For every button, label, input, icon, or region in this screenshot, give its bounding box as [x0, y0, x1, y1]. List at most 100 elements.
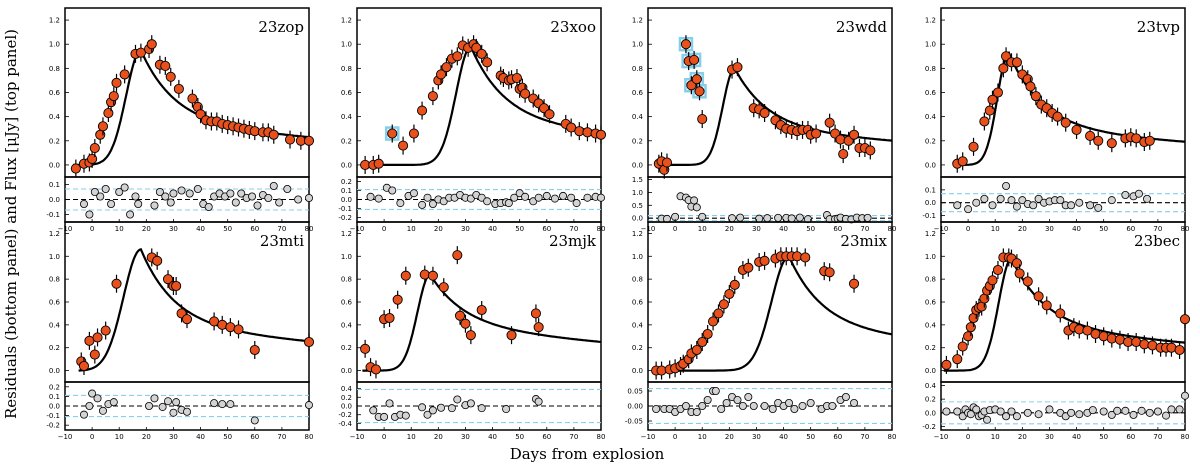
- resid-ytick-label: 0.0: [341, 196, 352, 204]
- resid-ytick-label: 0.00: [627, 403, 643, 411]
- flux-point: [992, 264, 1003, 276]
- resid-point: [972, 198, 981, 207]
- flux-point: [520, 88, 531, 99]
- resid-point: [515, 189, 524, 198]
- resid-point: [120, 183, 129, 192]
- flux-point: [249, 126, 260, 137]
- flux-ytick-label: 0.0: [632, 161, 643, 169]
- flux-point: [97, 121, 109, 132]
- resid-point: [218, 400, 227, 409]
- resid-point: [226, 400, 235, 409]
- xtick-label: 60: [833, 433, 842, 441]
- xtick-label: 70: [277, 225, 286, 233]
- resid-point: [774, 213, 783, 222]
- flux-point: [661, 157, 673, 168]
- xtick-label: −10: [934, 433, 949, 441]
- flux-point: [233, 324, 244, 335]
- resid-point: [447, 404, 456, 413]
- flux-point: [152, 255, 163, 266]
- resid-ytick-label: 0.2: [341, 178, 352, 186]
- flux-point: [697, 336, 708, 348]
- xtick-label: 30: [752, 225, 761, 233]
- panel-23mix: 0.0 0.2 0.4 0.6 0.8 1.0 1.2 23mix -0.05 0.00 0.05 −…: [625, 221, 896, 441]
- resid-ytick-label: 1.5: [632, 176, 643, 184]
- flux-point: [1025, 81, 1036, 92]
- resid-ytick-label: 0.1: [925, 186, 936, 194]
- flux-point: [743, 262, 754, 273]
- flux-point: [697, 114, 708, 125]
- resid-ytick-label: -0.2: [338, 214, 352, 222]
- resid-ytick-label: 0.0: [632, 215, 643, 223]
- flux-point: [162, 274, 174, 285]
- resid-point: [283, 184, 292, 193]
- flux-ytick-label: 0.8: [925, 276, 936, 284]
- flux-ytick-label: 1.0: [49, 41, 60, 49]
- resid-point: [583, 193, 592, 202]
- xtick-label: 10: [115, 225, 124, 233]
- flux-point: [800, 252, 811, 263]
- resid-point: [597, 193, 606, 202]
- resid-point: [768, 404, 777, 413]
- xtick-label: 20: [142, 225, 151, 233]
- resid-point: [542, 191, 551, 200]
- flux-point: [732, 62, 743, 73]
- figure-xlabel: Days from explosion: [510, 445, 665, 463]
- flux-point: [838, 149, 849, 160]
- xtick-label: 0: [382, 433, 386, 441]
- resid-point: [550, 194, 559, 203]
- resid-point: [1002, 181, 1011, 190]
- flux-ytick-label: 1.2: [925, 17, 936, 25]
- resid-point: [1012, 202, 1021, 211]
- resid-ytick-label: -0.2: [922, 423, 936, 431]
- flux-point: [438, 282, 449, 293]
- xtick-label: 60: [542, 225, 551, 233]
- flux-point: [968, 141, 979, 152]
- flux-point: [1041, 300, 1052, 311]
- resid-point: [1143, 194, 1152, 203]
- xtick-label: 0: [90, 225, 94, 233]
- flux-point: [718, 299, 729, 310]
- resid-point: [79, 410, 88, 419]
- flux-ytick-label: 0.0: [632, 367, 643, 375]
- resid-point: [85, 401, 94, 410]
- resid-point: [182, 407, 191, 416]
- xtick-label: −10: [58, 433, 73, 441]
- resid-point: [1162, 411, 1171, 420]
- flux-ytick-label: 0.4: [49, 321, 61, 329]
- resid-point: [722, 398, 731, 407]
- flux-ytick-label: 0.2: [632, 137, 643, 145]
- flux-ytick-label: 0.2: [925, 137, 936, 145]
- flux-point: [476, 48, 487, 59]
- sn-name-label: 23mjk: [549, 232, 597, 250]
- sn-name-label: 23xoo: [550, 18, 596, 36]
- xtick-label: 30: [461, 225, 470, 233]
- flux-ytick-label: 0.0: [341, 161, 352, 169]
- flux-point: [689, 54, 700, 65]
- flux-point: [452, 51, 463, 62]
- resid-point: [177, 186, 186, 195]
- flux-ytick-label: 0.6: [49, 89, 61, 97]
- resid-point: [567, 193, 576, 202]
- resid-point: [1029, 201, 1038, 210]
- flux-ytick-label: 0.8: [49, 65, 60, 73]
- xtick-label: 0: [673, 225, 677, 233]
- flux-point: [111, 278, 122, 289]
- resid-point: [711, 386, 720, 395]
- resid-point: [996, 407, 1005, 416]
- flux-point: [268, 129, 279, 140]
- resid-point: [150, 201, 159, 210]
- flux-point: [1131, 133, 1142, 144]
- flux-point: [89, 349, 100, 360]
- panel-23bec: 0.0 0.2 0.4 0.6 0.8 1.0 1.2 23bec -0.2 0.0 0.2 0.4 −…: [922, 221, 1191, 441]
- flux-point: [119, 69, 130, 80]
- flux-ytick-label: 0.4: [632, 321, 644, 329]
- flux-point: [1060, 117, 1071, 128]
- resid-ytick-label: 0.2: [49, 383, 60, 391]
- flux-ytick-label: 0.6: [341, 89, 353, 97]
- resid-ytick-label: -0.2: [338, 411, 352, 419]
- flux-point: [1052, 111, 1063, 122]
- flux-point: [108, 91, 119, 102]
- flux-ytick-label: 1.0: [341, 253, 352, 261]
- flux-point: [680, 39, 692, 50]
- resid-point: [1034, 410, 1043, 419]
